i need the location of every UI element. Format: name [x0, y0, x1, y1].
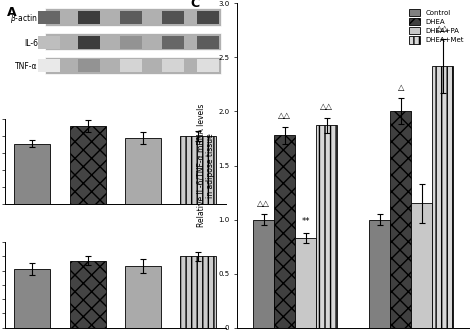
Text: △: △ [398, 83, 404, 92]
Bar [432, 66, 453, 328]
Bar [316, 125, 337, 328]
Bar [70, 260, 106, 328]
FancyBboxPatch shape [45, 33, 221, 51]
Bar [125, 138, 161, 205]
FancyBboxPatch shape [78, 36, 100, 49]
FancyBboxPatch shape [120, 60, 142, 72]
Text: A: A [7, 6, 17, 19]
FancyBboxPatch shape [38, 36, 60, 49]
Y-axis label: Relative IL-6/TNF-α mRNA levels
in adipose tissue: Relative IL-6/TNF-α mRNA levels in adipo… [196, 104, 216, 227]
Bar [411, 203, 432, 328]
FancyBboxPatch shape [78, 11, 100, 24]
Text: △△: △△ [436, 24, 449, 32]
FancyBboxPatch shape [162, 36, 184, 49]
Bar [369, 219, 390, 328]
FancyBboxPatch shape [120, 36, 142, 49]
FancyBboxPatch shape [38, 11, 60, 24]
Bar [274, 135, 295, 328]
FancyBboxPatch shape [197, 11, 219, 24]
FancyBboxPatch shape [197, 36, 219, 49]
Bar [125, 266, 161, 328]
Text: △△: △△ [257, 199, 270, 208]
Text: △△: △△ [278, 111, 291, 120]
FancyBboxPatch shape [38, 60, 60, 72]
Bar [14, 144, 50, 205]
FancyBboxPatch shape [162, 60, 184, 72]
Text: C: C [191, 0, 200, 10]
Bar [295, 238, 316, 328]
FancyBboxPatch shape [120, 11, 142, 24]
FancyBboxPatch shape [197, 60, 219, 72]
Bar [180, 256, 216, 328]
Text: IL-6: IL-6 [24, 39, 38, 48]
Text: △△: △△ [320, 102, 333, 112]
Bar [390, 112, 411, 328]
Legend: Control, DHEA, DHEA+PA, DHEA+Met: Control, DHEA, DHEA+PA, DHEA+Met [407, 7, 466, 46]
Bar [14, 269, 50, 328]
Text: $\beta$-actin: $\beta$-actin [10, 12, 38, 24]
Text: TNF-α: TNF-α [15, 62, 38, 71]
FancyBboxPatch shape [162, 11, 184, 24]
Text: **: ** [301, 217, 310, 226]
FancyBboxPatch shape [45, 57, 221, 74]
Bar [70, 125, 106, 205]
FancyBboxPatch shape [45, 8, 221, 25]
Bar [254, 219, 274, 328]
Bar [180, 136, 216, 205]
FancyBboxPatch shape [78, 60, 100, 72]
